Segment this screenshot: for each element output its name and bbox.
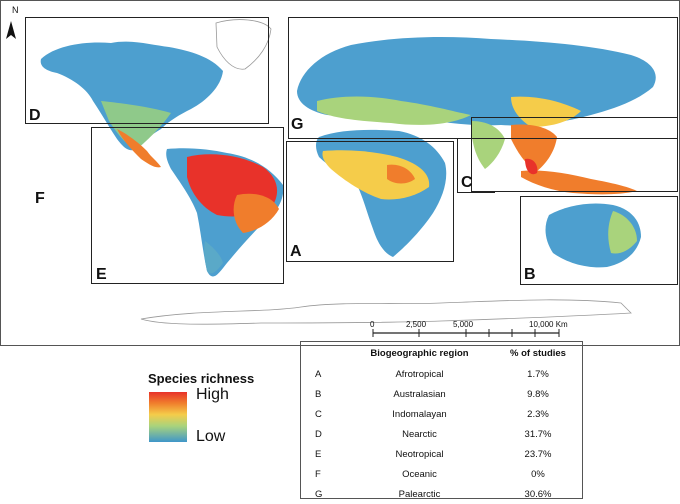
region-letter-f: F bbox=[35, 190, 45, 207]
north-arrow-label: N bbox=[12, 5, 19, 15]
row-percent: 30.6% bbox=[524, 488, 552, 500]
region-table: Biogeographic region % of studies A Afro… bbox=[300, 341, 583, 500]
row-region: Neotropical bbox=[395, 448, 444, 460]
table-row: G Palearctic 30.6% bbox=[301, 484, 582, 504]
patagonia bbox=[204, 241, 223, 274]
region-letter-c: C bbox=[461, 174, 473, 191]
row-percent: 9.8% bbox=[527, 388, 549, 400]
mediterranean-band bbox=[317, 96, 471, 125]
row-code: C bbox=[315, 408, 322, 420]
region-box-c-inset bbox=[457, 139, 495, 193]
scale-label-10000: 10,000 Km bbox=[529, 320, 568, 329]
legend-high-label: High bbox=[196, 386, 229, 403]
africa-tropical bbox=[322, 150, 430, 200]
indochina bbox=[511, 124, 557, 171]
table-row: F Oceanic 0% bbox=[301, 464, 582, 484]
north-america-south bbox=[101, 101, 171, 149]
row-code: D bbox=[315, 428, 322, 440]
row-code: G bbox=[315, 488, 323, 500]
row-region: Afrotropical bbox=[395, 368, 444, 380]
row-region: Indomalayan bbox=[392, 408, 447, 420]
legend-color-ramp bbox=[149, 392, 187, 442]
row-percent: 23.7% bbox=[524, 448, 552, 460]
region-box-b bbox=[520, 196, 678, 285]
scale-bar bbox=[372, 329, 560, 337]
row-region: Australasian bbox=[393, 388, 446, 400]
row-percent: 0% bbox=[531, 468, 545, 480]
row-code: E bbox=[315, 448, 322, 460]
row-code: F bbox=[315, 468, 321, 480]
table-row: B Australasian 9.8% bbox=[301, 384, 582, 404]
legend-title: Species richness bbox=[148, 371, 255, 386]
indonesia bbox=[521, 170, 637, 195]
legend-low-label: Low bbox=[196, 428, 226, 445]
row-percent: 2.3% bbox=[527, 408, 549, 420]
species-richness-map bbox=[6, 19, 656, 337]
row-percent: 1.7% bbox=[527, 368, 549, 380]
mexico bbox=[117, 129, 161, 168]
region-letter-d: D bbox=[29, 107, 41, 124]
region-box-d bbox=[25, 17, 269, 124]
greenland-outline bbox=[215, 19, 272, 70]
region-box-c bbox=[471, 117, 678, 192]
region-letter-a: A bbox=[290, 243, 302, 260]
row-region: Palearctic bbox=[398, 488, 441, 500]
region-table-grid: Biogeographic region % of studies A Afro… bbox=[301, 348, 582, 504]
row-percent: 31.7% bbox=[524, 428, 552, 440]
table-row: A Afrotropical 1.7% bbox=[301, 364, 582, 384]
row-code: B bbox=[315, 388, 322, 400]
china-east bbox=[511, 96, 581, 127]
header-percent: % of studies bbox=[510, 348, 566, 359]
table-row: D Nearctic 31.7% bbox=[301, 424, 582, 444]
row-region: Oceanic bbox=[402, 468, 437, 480]
header-code bbox=[301, 348, 345, 364]
india bbox=[471, 121, 505, 169]
header-region: Biogeographic region bbox=[370, 348, 469, 359]
scale-label-2500: 2,500 bbox=[406, 320, 427, 329]
scale-label-0: 0 bbox=[370, 320, 375, 329]
table-row: C Indomalayan 2.3% bbox=[301, 404, 582, 424]
africa-hotspot bbox=[387, 164, 415, 184]
antarctica-outline bbox=[140, 299, 632, 325]
world-map: N D G E A C B F 0 2,500 5,000 10,000 Km bbox=[0, 0, 680, 346]
region-letter-g: G bbox=[291, 116, 304, 133]
sumatra-hotspot bbox=[525, 158, 538, 175]
north-america bbox=[40, 41, 224, 151]
north-arrow-icon bbox=[6, 21, 16, 39]
brazil-east bbox=[233, 193, 279, 233]
region-letter-b: B bbox=[524, 266, 536, 283]
region-box-g bbox=[288, 17, 678, 139]
table-row: E Neotropical 23.7% bbox=[301, 444, 582, 464]
row-region: Nearctic bbox=[402, 428, 437, 440]
row-code: A bbox=[315, 368, 322, 380]
scale-label-5000: 5,000 bbox=[453, 320, 474, 329]
australia-east bbox=[608, 211, 637, 254]
table-header-row: Biogeographic region % of studies bbox=[301, 348, 582, 364]
region-box-e bbox=[91, 127, 284, 284]
region-letter-e: E bbox=[96, 266, 107, 283]
region-box-a bbox=[286, 141, 454, 262]
